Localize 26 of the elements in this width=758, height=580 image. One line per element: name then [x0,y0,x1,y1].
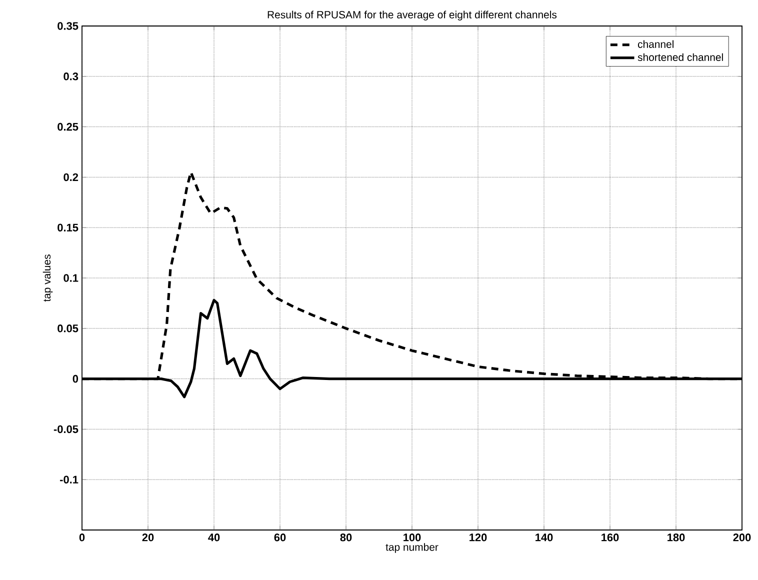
x-tick-label: 40 [208,534,220,542]
legend-label: channel [638,40,674,48]
y-tick-label: 0.3 [64,72,78,80]
x-tick-label: 120 [470,534,487,542]
x-tick-label: 160 [602,534,619,542]
x-tick-label: 60 [274,534,286,542]
x-tick-label: 200 [733,534,751,542]
y-tick-label: -0.05 [54,425,78,434]
y-tick-label: 0.1 [64,274,78,282]
y-tick-label: -0.1 [60,476,78,484]
y-tick-label: 0 [72,374,78,383]
y-tick-label: 0.2 [64,173,78,182]
x-tick-label: 180 [668,534,685,542]
legend-label: shortened channel [638,53,723,62]
x-tick-label: 80 [340,534,352,542]
y-tick-label: 0.25 [58,122,78,131]
y-axis-title: tap values [42,254,53,302]
x-axis-title: tap number [386,543,438,553]
y-tick-label: 0.35 [58,22,78,30]
x-tick-label: 100 [404,534,421,542]
x-tick-label: 0 [79,534,85,542]
x-tick-label: 20 [142,534,154,542]
y-tick-label: 0.05 [58,324,78,332]
y-tick-label: 0.15 [58,224,78,232]
x-tick-label: 140 [536,534,553,542]
chart-title: Results of RPUSAM for the average of eight different channels [268,10,557,20]
